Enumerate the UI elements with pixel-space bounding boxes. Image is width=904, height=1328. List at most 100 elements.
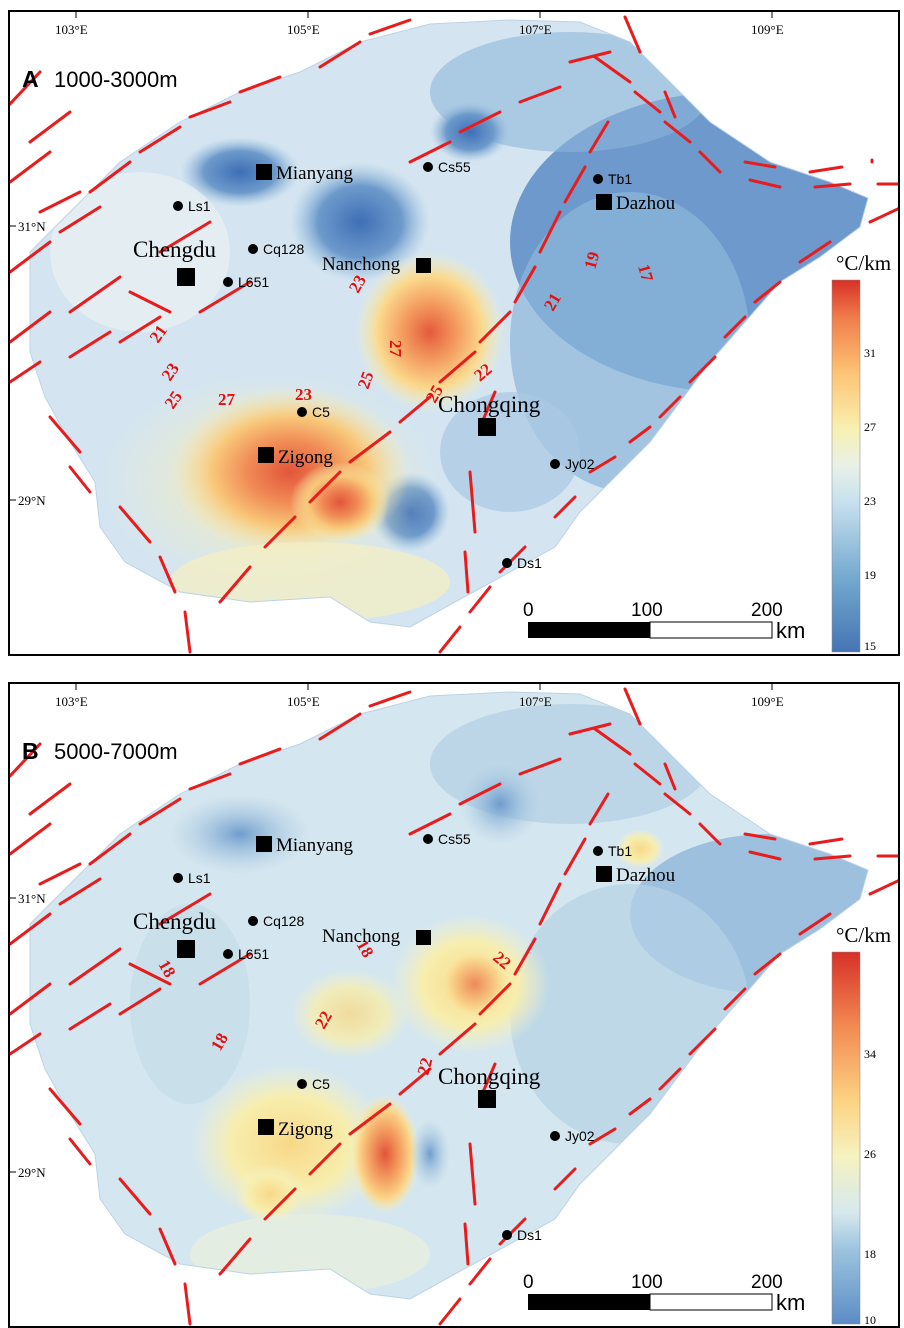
fault-lines-b xyxy=(10,687,898,1326)
well-label: Ls1 xyxy=(188,870,211,886)
well-label: Tb1 xyxy=(608,843,632,859)
well-marker xyxy=(297,407,307,417)
colorbar-tick: 18 xyxy=(864,1247,876,1261)
scale-unit: km xyxy=(776,1290,805,1315)
cities-b: Mianyang Chengdu Nanchong Dazhou Zigong … xyxy=(133,835,676,1140)
colorbar-tick: 27 xyxy=(864,420,876,434)
well-label: Cq128 xyxy=(263,913,304,929)
well-label: Cs55 xyxy=(438,159,471,175)
well-marker xyxy=(423,162,433,172)
city-label: Mianyang xyxy=(276,163,354,184)
scale-unit: km xyxy=(776,618,805,643)
well-marker xyxy=(297,1079,307,1089)
fault-lines-a xyxy=(10,15,898,654)
lon-label: 107°E xyxy=(519,22,552,37)
lon-label: 107°E xyxy=(519,694,552,709)
city-label: Dazhou xyxy=(616,193,676,214)
city-marker xyxy=(256,164,272,180)
city-label: Chongqing xyxy=(438,1064,541,1089)
lon-label: 105°E xyxy=(287,22,320,37)
lon-label: 105°E xyxy=(287,694,320,709)
contour-label: 25 xyxy=(354,369,378,391)
contour-label: 19 xyxy=(581,250,604,271)
map-b-svg: 18 18 18 22 22 22 103°E 105°E 107°E 109°… xyxy=(10,684,898,1327)
well-marker xyxy=(550,459,560,469)
well-marker xyxy=(502,1230,512,1240)
well-marker xyxy=(223,277,233,287)
panel-depth-label: 5000-7000m xyxy=(54,739,178,764)
lat-label: 29°N xyxy=(18,493,46,508)
well-label: Ds1 xyxy=(517,555,542,571)
well-marker xyxy=(593,846,603,856)
city-marker xyxy=(258,1119,274,1135)
basin-outline-a xyxy=(29,19,869,628)
city-marker xyxy=(258,447,274,463)
colorbar-tick: 34 xyxy=(864,1047,876,1061)
colorbar-tick: 23 xyxy=(864,494,876,508)
colorbar-tick: 19 xyxy=(864,568,876,582)
well-label: Tb1 xyxy=(608,171,632,187)
gradient-field-b xyxy=(30,692,868,1299)
panel-depth-label: 1000-3000m xyxy=(54,67,178,92)
well-label: L651 xyxy=(238,946,269,962)
scale-label: 0 xyxy=(523,600,534,621)
map-panel-a: 21 23 25 27 23 23 27 25 25 21 19 17 22 1… xyxy=(8,10,900,656)
city-label: Chengdu xyxy=(133,237,217,262)
lat-label: 29°N xyxy=(18,1165,46,1180)
city-label: Chongqing xyxy=(438,392,541,417)
scale-bar-a: 0 100 200 km xyxy=(523,600,805,643)
city-label: Dazhou xyxy=(616,865,676,886)
well-marker xyxy=(223,949,233,959)
contour-label: 27 xyxy=(218,390,236,409)
map-panel-b: 18 18 18 22 22 22 103°E 105°E 107°E 109°… xyxy=(8,682,900,1328)
well-marker xyxy=(173,873,183,883)
city-label: Nanchong xyxy=(322,254,401,275)
city-marker xyxy=(596,194,612,210)
well-marker xyxy=(593,174,603,184)
panel-letter: B xyxy=(22,738,39,764)
well-marker xyxy=(502,558,512,568)
colorbar-tick: 10 xyxy=(864,1313,876,1327)
well-label: C5 xyxy=(312,1076,330,1092)
colorbar-a: °C/km 31 27 23 19 15 xyxy=(831,251,891,653)
scale-label: 200 xyxy=(751,600,783,621)
gradient-field-a xyxy=(30,20,868,627)
map-a-svg: 21 23 25 27 23 23 27 25 25 21 19 17 22 1… xyxy=(10,12,898,654)
well-label: C5 xyxy=(312,404,330,420)
basin-outline-b xyxy=(29,691,869,1300)
well-label: Ls1 xyxy=(188,198,211,214)
well-marker xyxy=(248,916,258,926)
city-marker xyxy=(177,268,195,286)
well-label: Jy02 xyxy=(565,1128,595,1144)
wells-b: Ls1 Cq128 L651 Cs55 Tb1 C5 Jy02 Ds1 xyxy=(173,831,632,1243)
well-label: Jy02 xyxy=(565,456,595,472)
scale-label: 0 xyxy=(523,1272,534,1293)
city-label: Nanchong xyxy=(322,926,401,947)
colorbar-unit: °C/km xyxy=(836,251,891,275)
graticule-b xyxy=(10,684,773,1173)
city-label: Zigong xyxy=(278,1119,333,1140)
city-label: Chengdu xyxy=(133,909,217,934)
contour-label: 27 xyxy=(386,340,405,358)
well-marker xyxy=(248,244,258,254)
well-marker xyxy=(423,834,433,844)
wells-a: Ls1 Cq128 L651 Cs55 Tb1 C5 Jy02 Ds1 xyxy=(173,159,632,571)
well-marker xyxy=(173,201,183,211)
lat-label: 31°N xyxy=(18,891,46,906)
contour-label: 17 xyxy=(634,262,657,284)
city-marker xyxy=(478,418,496,436)
well-label: Cs55 xyxy=(438,831,471,847)
city-marker xyxy=(256,836,272,852)
well-marker xyxy=(550,1131,560,1141)
lon-label: 109°E xyxy=(751,694,784,709)
colorbar-tick: 26 xyxy=(864,1147,876,1161)
city-marker xyxy=(416,258,431,273)
colorbar-b: °C/km 34 26 18 10 xyxy=(831,923,891,1327)
lon-label: 103°E xyxy=(55,694,88,709)
colorbar-tick: 31 xyxy=(864,346,876,360)
colorbar-unit: °C/km xyxy=(836,923,891,947)
scale-bar-b: 0 100 200 km xyxy=(523,1272,805,1315)
city-marker xyxy=(177,940,195,958)
scale-label: 100 xyxy=(631,600,663,621)
graticule-a xyxy=(10,12,773,501)
